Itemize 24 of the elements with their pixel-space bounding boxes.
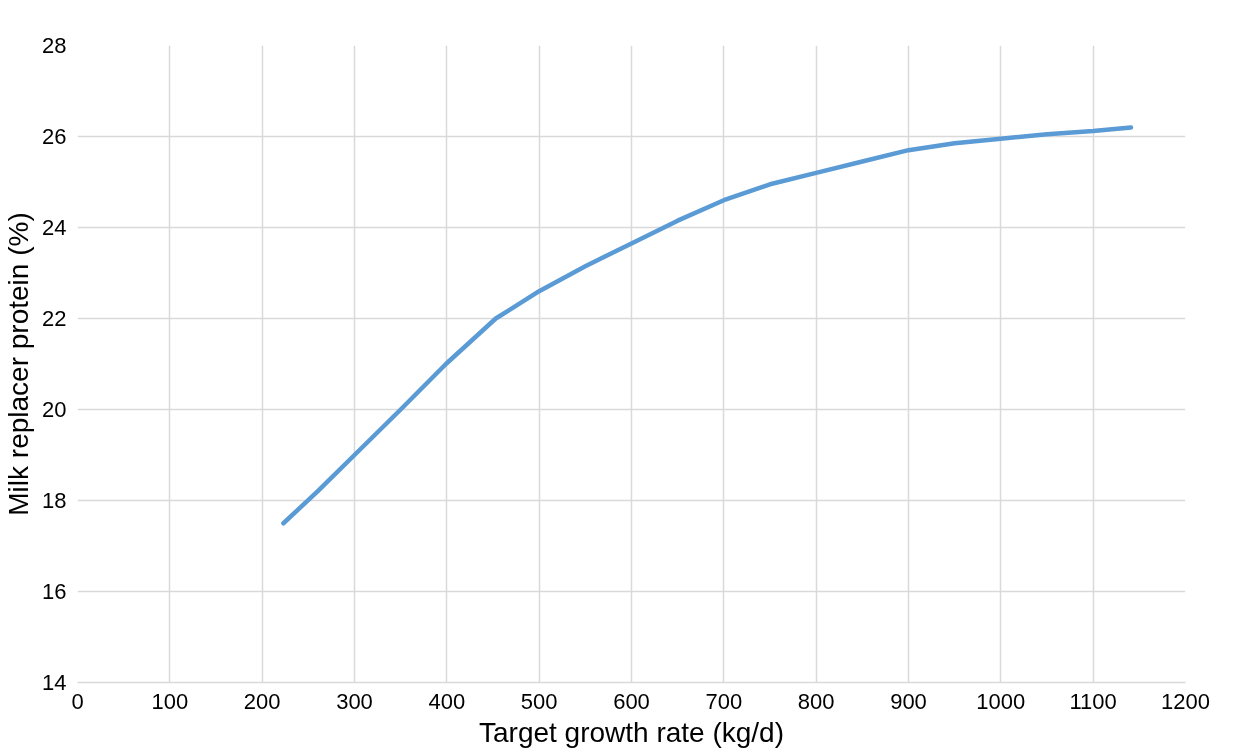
y-axis-title: Milk replacer protein (%) [3,212,35,516]
x-tick-label: 400 [428,688,466,714]
x-tick-label: 500 [520,688,558,714]
x-tick-label: 1100 [1069,688,1117,714]
x-axis-title: Target growth rate (kg/d) [478,716,785,748]
x-tick-label: 300 [336,688,373,714]
y-tick-label: 22 [42,306,67,331]
y-tick-label: 28 [42,33,67,58]
y-tick-label: 24 [42,215,67,240]
y-tick-label: 14 [42,670,67,695]
x-tick-label: 100 [151,688,189,714]
y-tick-label: 18 [42,488,67,513]
x-tick-label: 900 [890,688,927,714]
x-tick-label: 700 [705,688,743,714]
y-tick-label: 26 [42,124,67,149]
y-tick-label: 20 [42,397,67,422]
x-tick-label: 200 [243,688,281,714]
line-series [281,125,1134,526]
x-tick-label: 1200 [1161,688,1210,714]
x-tick-label: 800 [797,688,835,714]
x-tick-label: 0 [71,688,84,714]
x-tick-label: 600 [613,688,650,714]
x-tick-label: 1000 [976,688,1026,714]
y-tick-label: 16 [42,579,67,604]
